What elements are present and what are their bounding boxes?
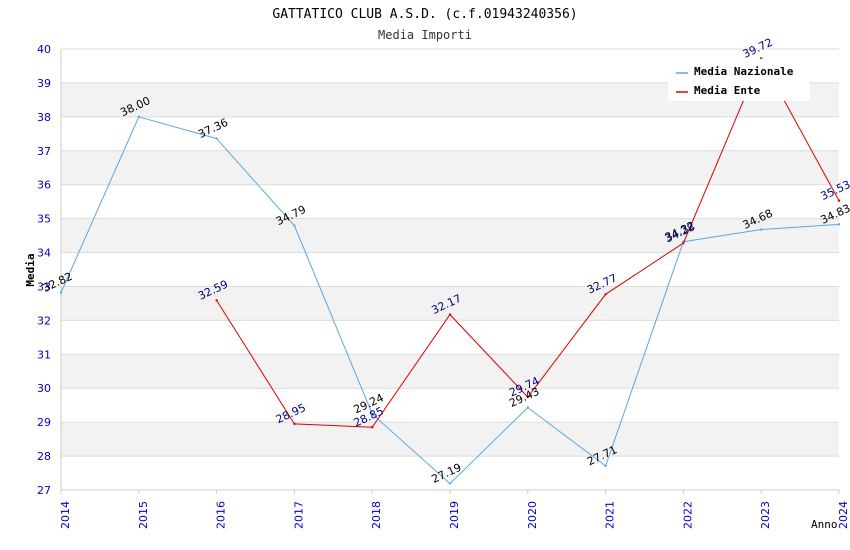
legend-label-media-nazionale: Media Nazionale bbox=[694, 65, 794, 78]
data-point-media-ente bbox=[526, 395, 529, 399]
x-tick-label: 2019 bbox=[448, 501, 461, 529]
grid-band bbox=[61, 218, 839, 253]
data-label-media-nazionale: 27.19 bbox=[429, 461, 463, 486]
x-tick-label: 2018 bbox=[370, 501, 383, 529]
y-axis-label: Media bbox=[24, 253, 37, 286]
grid-band bbox=[61, 354, 839, 389]
data-point-media-nazionale bbox=[371, 412, 374, 416]
data-point-media-nazionale bbox=[215, 137, 218, 140]
x-tick-label: 2024 bbox=[837, 501, 850, 529]
y-tick-label: 35 bbox=[37, 213, 51, 226]
data-point-media-nazionale bbox=[604, 464, 607, 468]
x-tick-label: 2016 bbox=[215, 501, 228, 529]
y-tick-label: 39 bbox=[37, 77, 51, 90]
series-lines bbox=[59, 57, 841, 485]
data-point-media-ente bbox=[837, 199, 841, 202]
data-point-media-ente bbox=[448, 313, 452, 316]
grid-band bbox=[61, 150, 839, 185]
grid-band bbox=[61, 422, 839, 457]
y-tick-label: 27 bbox=[37, 484, 51, 497]
y-axis-ticks: 27 28 29 30 31 32 33 34 35 36 37 38 39 40 bbox=[37, 43, 51, 497]
chart-title: GATTATICO CLUB A.S.D. (c.f.01943240356) bbox=[272, 7, 577, 22]
y-tick-label: 29 bbox=[37, 416, 51, 429]
y-tick-label: 38 bbox=[37, 111, 51, 124]
x-tick-label: 2014 bbox=[59, 501, 72, 529]
x-tick-label: 2020 bbox=[526, 501, 539, 529]
y-tick-label: 30 bbox=[37, 382, 51, 395]
data-point-media-ente bbox=[682, 241, 685, 245]
x-tick-label: 2022 bbox=[681, 501, 694, 529]
x-tick-label: 2023 bbox=[759, 501, 772, 529]
data-point-media-ente bbox=[604, 293, 607, 296]
y-tick-label: 33 bbox=[37, 280, 51, 293]
legend-label-media-ente: Media Ente bbox=[694, 84, 761, 97]
y-tick-label: 28 bbox=[37, 450, 51, 463]
grid-bands bbox=[61, 82, 839, 457]
y-tick-label: 32 bbox=[37, 314, 51, 327]
x-axis-label: Anno bbox=[811, 518, 838, 531]
legend-box bbox=[668, 59, 810, 101]
legend: Media Nazionale Media Ente bbox=[668, 59, 810, 101]
data-point-media-nazionale bbox=[137, 115, 140, 119]
y-tick-label: 36 bbox=[37, 179, 51, 192]
y-tick-label: 40 bbox=[37, 43, 51, 56]
x-axis-ticks: 2014 2015 2016 2017 2018 2019 2020 2021 2022 2023… bbox=[59, 490, 850, 529]
data-point-media-nazionale bbox=[526, 406, 529, 409]
x-tick-label: 2021 bbox=[604, 501, 617, 529]
data-point-media-nazionale bbox=[293, 224, 296, 227]
data-point-media-ente bbox=[371, 426, 374, 429]
y-tick-label: 31 bbox=[37, 348, 51, 361]
y-tick-label: 34 bbox=[37, 247, 51, 260]
x-tick-label: 2017 bbox=[292, 501, 305, 529]
data-point-media-nazionale bbox=[760, 228, 763, 231]
x-tick-label: 2015 bbox=[137, 501, 150, 529]
y-tick-label: 37 bbox=[37, 145, 51, 158]
chart-subtitle: Media Importi bbox=[378, 28, 472, 42]
data-label-media-ente: 39.72 bbox=[741, 36, 775, 61]
data-point-media-nazionale bbox=[448, 482, 452, 485]
data-point-media-nazionale bbox=[837, 223, 841, 226]
data-point-media-ente bbox=[293, 422, 296, 426]
data-point-media-nazionale bbox=[59, 291, 63, 294]
data-point-media-ente bbox=[215, 299, 218, 302]
